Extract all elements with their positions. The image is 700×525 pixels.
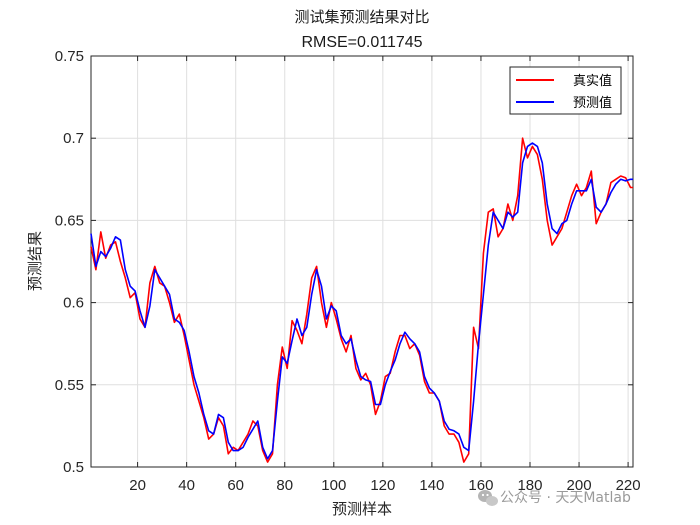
plot-frame <box>90 55 634 468</box>
legend: 真实值 预测值 <box>509 66 622 115</box>
y-tick-label: 0.65 <box>55 212 84 229</box>
x-tick-label: 180 <box>517 477 542 494</box>
legend-label-actual: 真实值 <box>573 73 612 89</box>
legend-label-predicted: 预测值 <box>573 95 612 111</box>
watermark: 公众号 · 天天Matlab <box>478 490 631 506</box>
chart-title: 测试集预测结果对比 <box>294 8 429 26</box>
x-axis-label: 预测样本 <box>332 500 392 518</box>
watermark-text: 公众号 · 天天Matlab <box>500 490 631 506</box>
y-tick-label: 0.6 <box>63 295 84 312</box>
chart-subtitle: RMSE=0.011745 <box>301 34 422 51</box>
x-tick-label: 60 <box>227 477 244 494</box>
x-tick-label: 20 <box>129 477 146 494</box>
x-tick-label: 140 <box>419 477 444 494</box>
x-tick-label: 220 <box>616 477 641 494</box>
y-tick-label: 0.5 <box>63 459 84 476</box>
x-tick-label: 80 <box>276 477 293 494</box>
y-tick-label: 0.75 <box>55 48 84 65</box>
y-axis-label: 预测结果 <box>26 231 44 291</box>
series-line-predicted <box>90 142 633 460</box>
x-tick-label: 40 <box>178 477 195 494</box>
y-tick-label: 0.7 <box>63 130 84 147</box>
series-line-actual <box>90 137 633 463</box>
y-tick-label: 0.55 <box>55 377 84 394</box>
x-tick-label: 160 <box>468 477 493 494</box>
grid <box>91 55 633 468</box>
x-tick-label: 120 <box>370 477 395 494</box>
axis-ticks: 20 40 60 80 100 120 140 160 180 200 220 0.5 0.55 0.6 0… <box>55 48 641 494</box>
x-tick-label: 100 <box>321 477 346 494</box>
legend-box <box>509 66 622 115</box>
series-group <box>90 137 633 463</box>
wechat-icon <box>478 490 498 506</box>
x-tick-label: 200 <box>567 477 592 494</box>
